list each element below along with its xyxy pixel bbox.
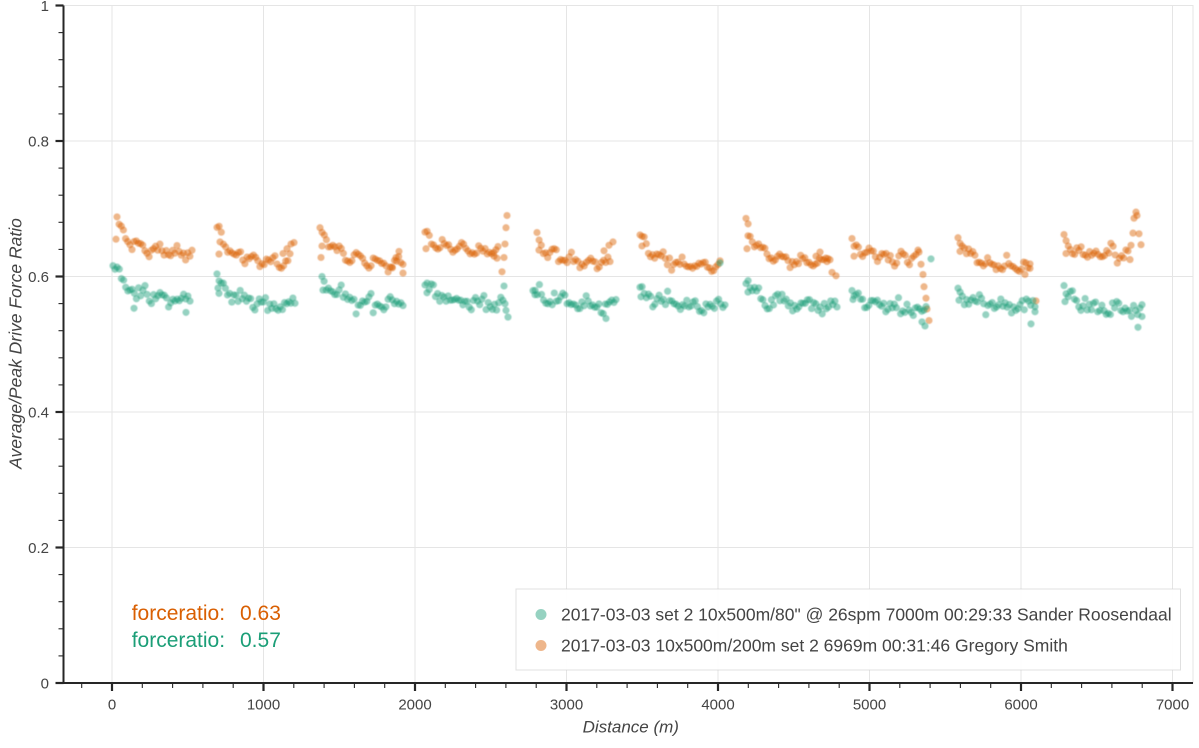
svg-text:0: 0 <box>41 676 49 693</box>
svg-text:7000: 7000 <box>1156 697 1189 714</box>
svg-text:0.2: 0.2 <box>28 540 49 557</box>
svg-text:5000: 5000 <box>853 697 886 714</box>
svg-text:0.6: 0.6 <box>28 269 49 286</box>
svg-text:0.63: 0.63 <box>240 602 281 625</box>
svg-text:0: 0 <box>108 697 116 714</box>
svg-text:0.57: 0.57 <box>240 629 281 652</box>
svg-text:0.4: 0.4 <box>28 405 49 422</box>
svg-text:2000: 2000 <box>398 697 431 714</box>
svg-text:1000: 1000 <box>247 697 280 714</box>
svg-text:4000: 4000 <box>701 697 734 714</box>
svg-text:Average/Peak Drive Force Ratio: Average/Peak Drive Force Ratio <box>6 218 26 470</box>
svg-text:0.8: 0.8 <box>28 134 49 151</box>
svg-text:6000: 6000 <box>1004 697 1037 714</box>
svg-text:2017-03-03 10x500m/200m set 2: 2017-03-03 10x500m/200m set 2 6969m 00:3… <box>561 636 1068 656</box>
svg-text:3000: 3000 <box>550 697 583 714</box>
svg-text:2017-03-03 set 2 10x500m/80" @: 2017-03-03 set 2 10x500m/80" @ 26spm 700… <box>561 605 1172 625</box>
svg-text:1: 1 <box>41 0 49 15</box>
svg-text:forceratio:: forceratio: <box>132 602 225 625</box>
svg-text:Distance (m): Distance (m) <box>583 718 679 737</box>
svg-text:forceratio:: forceratio: <box>132 629 225 652</box>
